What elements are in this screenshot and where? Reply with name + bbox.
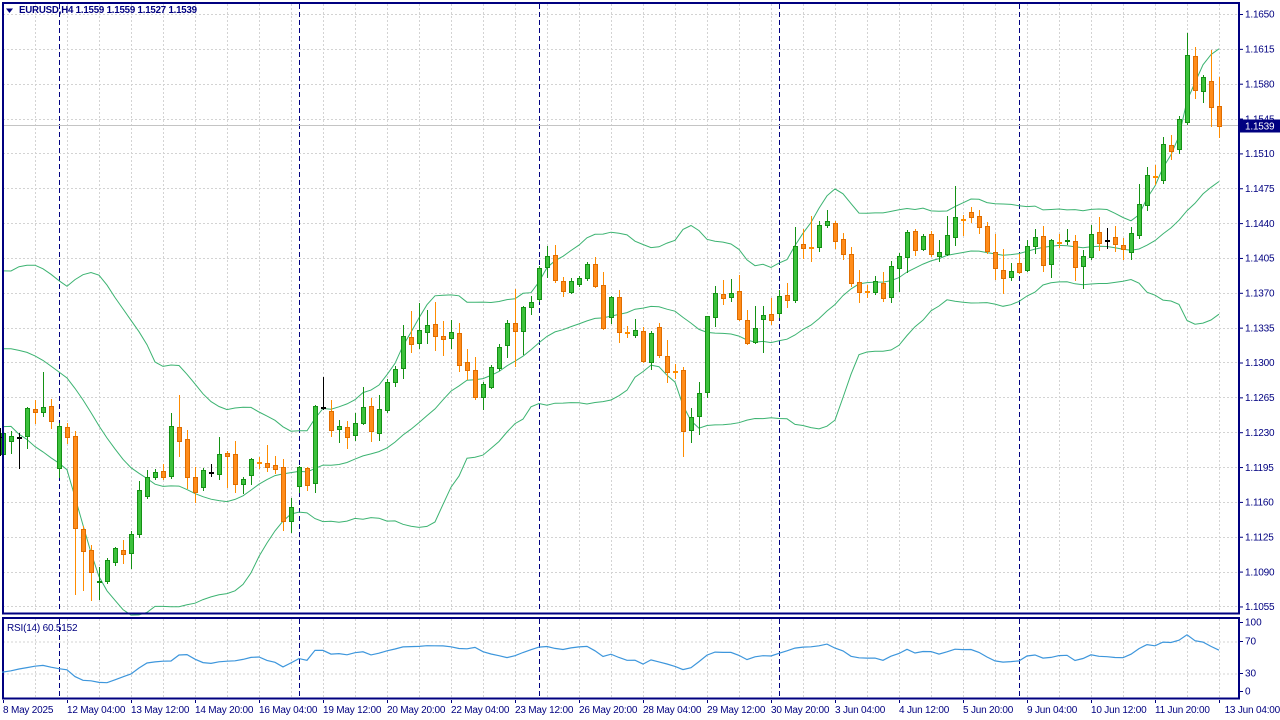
svg-text:70: 70	[1245, 637, 1257, 648]
svg-text:28 May 04:00: 28 May 04:00	[643, 705, 702, 716]
svg-text:30: 30	[1245, 669, 1257, 680]
svg-text:1.1055: 1.1055	[1245, 602, 1275, 613]
svg-text:100: 100	[1245, 618, 1262, 629]
svg-text:1.1090: 1.1090	[1245, 567, 1275, 578]
svg-text:1.1650: 1.1650	[1245, 10, 1275, 21]
svg-text:30 May 20:00: 30 May 20:00	[771, 705, 830, 716]
svg-text:20 May 20:00: 20 May 20:00	[387, 705, 446, 716]
svg-text:1.1370: 1.1370	[1245, 289, 1275, 300]
svg-text:0: 0	[1245, 687, 1251, 698]
svg-text:13 May 12:00: 13 May 12:00	[131, 705, 190, 716]
svg-text:1.1125: 1.1125	[1245, 532, 1274, 543]
svg-text:1.1580: 1.1580	[1245, 79, 1275, 90]
svg-text:13 Jun 04:00: 13 Jun 04:00	[1225, 705, 1280, 716]
svg-text:1.1539: 1.1539	[1245, 121, 1275, 132]
svg-text:1.1440: 1.1440	[1245, 219, 1275, 230]
svg-text:1.1510: 1.1510	[1245, 149, 1275, 160]
svg-text:9 Jun 04:00: 9 Jun 04:00	[1027, 705, 1078, 716]
svg-text:1.1405: 1.1405	[1245, 254, 1275, 265]
svg-text:1.1300: 1.1300	[1245, 358, 1275, 369]
svg-text:1.1615: 1.1615	[1245, 45, 1275, 56]
svg-text:1.1265: 1.1265	[1245, 393, 1275, 404]
svg-text:14 May 20:00: 14 May 20:00	[195, 705, 254, 716]
svg-text:1.1335: 1.1335	[1245, 323, 1275, 334]
svg-text:RSI(14) 60.5152: RSI(14) 60.5152	[7, 623, 78, 634]
svg-text:1.1195: 1.1195	[1245, 463, 1274, 474]
svg-text:12 May 04:00: 12 May 04:00	[67, 705, 126, 716]
svg-text:1.1230: 1.1230	[1245, 428, 1275, 439]
svg-text:19 May 12:00: 19 May 12:00	[323, 705, 382, 716]
svg-text:23 May 12:00: 23 May 12:00	[515, 705, 574, 716]
svg-text:4 Jun 12:00: 4 Jun 12:00	[899, 705, 950, 716]
svg-text:16 May 04:00: 16 May 04:00	[259, 705, 318, 716]
svg-text:10 Jun 12:00: 10 Jun 12:00	[1091, 705, 1147, 716]
svg-text:3 Jun 04:00: 3 Jun 04:00	[835, 705, 886, 716]
svg-text:8 May 2025: 8 May 2025	[3, 705, 54, 716]
svg-text:5 Jun 20:00: 5 Jun 20:00	[963, 705, 1014, 716]
svg-text:1.1475: 1.1475	[1245, 184, 1275, 195]
svg-text:22 May 04:00: 22 May 04:00	[451, 705, 510, 716]
svg-text:11 Jun 20:00: 11 Jun 20:00	[1155, 705, 1210, 716]
svg-text:29 May 12:00: 29 May 12:00	[707, 705, 766, 716]
svg-text:EURUSD,H4 1.1559 1.1559 1.152: EURUSD,H4 1.1559 1.1559 1.1527 1.1539	[19, 5, 198, 16]
svg-text:26 May 20:00: 26 May 20:00	[579, 705, 638, 716]
svg-text:1.1160: 1.1160	[1245, 498, 1274, 509]
